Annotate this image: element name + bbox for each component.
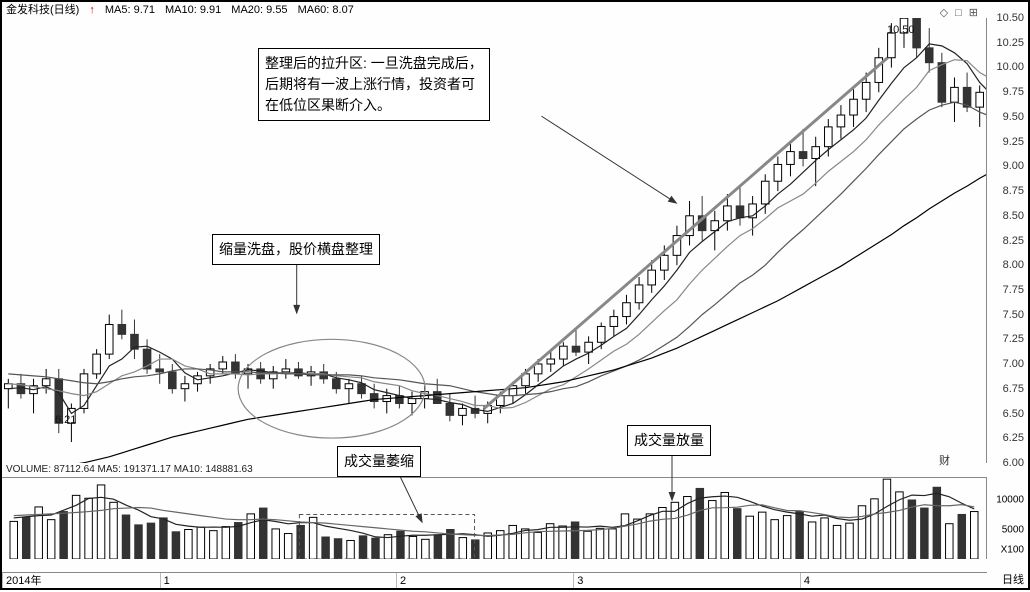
price-ytick: 6.25 [1003,432,1024,444]
price-ytick: 8.25 [1003,235,1024,247]
volume-pane[interactable] [2,477,987,559]
price-ytick: 10.00 [996,61,1024,73]
ma60-label: MA60: 8.07 [298,2,354,18]
price-ytick: 10.25 [996,37,1024,49]
volume-unit-label: X100 [1001,545,1024,556]
callout-vol-shrink: 成交量萎缩 [337,446,421,477]
price-ytick: 9.00 [1003,160,1024,172]
price-ytick: 8.00 [1003,259,1024,271]
volume-ytick: 5000 [1002,524,1024,535]
xaxis-tick: 3 [573,573,583,588]
price-ytick: 10.50 [996,12,1024,24]
callout-main: 整理后的拉升区: 一旦洗盘完成后， 后期将有一波上涨行情，投资者可 在低位区果断… [258,48,490,121]
stock-chart-container: 金发科技(日线) ↑ MA5: 9.71 MA10: 9.91 MA20: 9.… [0,0,1030,590]
price-ytick: 7.25 [1003,333,1024,345]
price-ytick: 6.50 [1003,408,1024,420]
price-ytick: 7.00 [1003,358,1024,370]
chart-header: 金发科技(日线) ↑ MA5: 9.71 MA10: 9.91 MA20: 9.… [2,2,354,18]
price-chart-svg [2,18,986,463]
xaxis-tick: 2 [396,573,406,588]
price-ytick: 9.25 [1003,136,1024,148]
price-ytick: 8.50 [1003,210,1024,222]
xaxis-right-label: 日线 [1002,572,1024,588]
ma5-label: MA5: 9.71 [105,2,155,18]
volume-ytick: 10000 [996,495,1024,506]
price-ytick: 6.75 [1003,383,1024,395]
price-ytick: 9.75 [1003,86,1024,98]
price-y-axis: 6.006.256.506.757.007.257.507.758.008.25… [983,18,1028,463]
low-price-label: 6.21 [55,414,76,426]
volume-y-axis: 5000 10000 X100 [983,477,1028,559]
price-ytick: 9.50 [1003,111,1024,123]
xaxis-tick: 2014年 [2,573,41,588]
volume-header: VOLUME: 87112.64 MA5: 191371.17 MA10: 14… [6,463,253,477]
price-ytick: 7.75 [1003,284,1024,296]
price-ytick: 8.75 [1003,185,1024,197]
fi-icon: 财 [939,452,950,468]
window-controls-icons[interactable]: ◇ □ ⊞ [940,6,980,19]
xaxis-tick: 4 [800,573,810,588]
ma20-label: MA20: 9.55 [231,2,287,18]
stock-name: 金发科技(日线) [6,2,79,18]
xaxis-tick: 1 [160,573,170,588]
x-axis: 2014年 1 2 3 4 [2,572,987,588]
price-pane[interactable] [2,18,987,463]
up-arrow-icon: ↑ [89,2,95,18]
high-price-label: 10.50 [887,24,915,36]
callout-vol-expand: 成交量放量 [627,425,711,456]
ma10-label: MA10: 9.91 [165,2,221,18]
price-ytick: 6.00 [1003,457,1024,469]
callout-consolidate: 缩量洗盘，股价横盘整理 [212,234,380,265]
volume-chart-svg [2,478,986,559]
price-ytick: 7.50 [1003,309,1024,321]
